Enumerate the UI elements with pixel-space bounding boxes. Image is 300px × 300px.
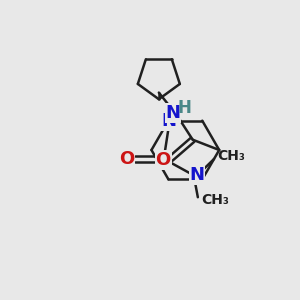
Text: O: O	[119, 150, 134, 168]
Text: CH₃: CH₃	[217, 149, 245, 163]
Text: N: N	[166, 104, 181, 122]
Text: N: N	[190, 166, 205, 184]
Text: N: N	[161, 112, 176, 130]
Text: CH₃: CH₃	[201, 193, 229, 207]
Text: H: H	[178, 99, 192, 117]
Text: O: O	[156, 151, 171, 169]
